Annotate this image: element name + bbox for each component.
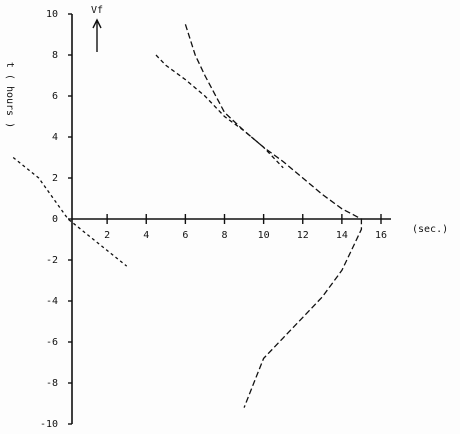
x-tick-label: 6: [182, 230, 188, 241]
annotation: Vf: [91, 5, 103, 16]
data-line: [155, 54, 284, 169]
x-tick-label: 14: [336, 230, 348, 241]
y-tick-label: -8: [46, 378, 58, 389]
x-tick-label: 10: [258, 230, 270, 241]
y-axis-label: t ( hours ): [4, 62, 15, 128]
data-line: [184, 24, 363, 408]
y-tick-label: 6: [52, 91, 58, 102]
y-tick-label: 8: [52, 50, 58, 61]
y-tick-label: 10: [46, 9, 58, 20]
y-tick-label: 0: [52, 214, 58, 225]
x-axis-label: (sec.): [412, 224, 448, 235]
y-tick-label: -2: [46, 255, 58, 266]
x-tick-label: 12: [297, 230, 309, 241]
annotation-arrow-head: [92, 18, 102, 29]
x-tick-label: 16: [375, 230, 387, 241]
y-tick-label: -6: [46, 337, 58, 348]
y-tick-label: 4: [52, 132, 58, 143]
y-tick-label: 2: [52, 173, 58, 184]
x-tick-label: 2: [104, 230, 110, 241]
x-tick-label: 8: [221, 230, 227, 241]
data-line: [12, 156, 128, 267]
x-tick-label: 4: [143, 230, 149, 241]
y-tick-label: -4: [46, 296, 58, 307]
y-tick-label: -10: [40, 419, 58, 430]
